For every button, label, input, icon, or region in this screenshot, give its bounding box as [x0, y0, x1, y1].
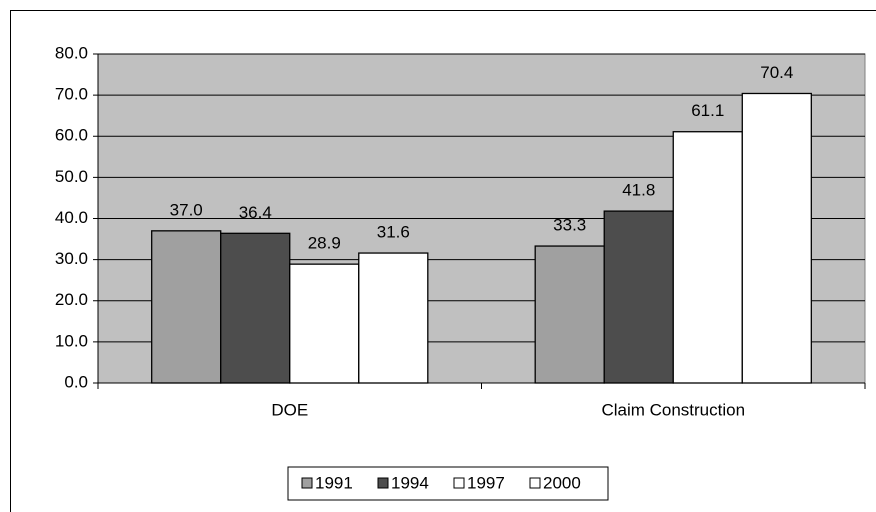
bar: [151, 230, 222, 384]
value-label: 37.0: [170, 200, 203, 219]
bar: [534, 245, 605, 384]
x-tick-label: Claim Construction: [601, 400, 745, 419]
y-tick-label: 20.0: [55, 290, 88, 309]
y-tick-label: 40.0: [55, 208, 88, 227]
bar: [220, 232, 291, 384]
legend-label: 2000: [543, 473, 581, 492]
legend-swatch: [529, 477, 541, 489]
value-label: 33.3: [553, 216, 586, 235]
value-label: 28.9: [308, 234, 341, 253]
y-tick-label: 80.0: [55, 43, 88, 62]
value-label: 70.4: [760, 63, 793, 82]
legend-label: 1991: [315, 473, 353, 492]
y-tick-label: 70.0: [55, 85, 88, 104]
y-tick-label: 0.0: [64, 372, 88, 391]
x-tick-label: DOE: [271, 400, 308, 419]
legend-label: 1994: [391, 473, 429, 492]
legend-swatch: [301, 477, 313, 489]
bar: [741, 92, 812, 384]
y-tick-label: 50.0: [55, 167, 88, 186]
legend-box: [287, 466, 609, 501]
y-tick-label: 30.0: [55, 249, 88, 268]
bar: [603, 210, 674, 384]
value-label: 61.1: [691, 101, 724, 120]
legend-label: 1997: [467, 473, 505, 492]
y-tick-label: 10.0: [55, 331, 88, 350]
bar: [672, 131, 743, 384]
legend-swatch: [453, 477, 465, 489]
bar: [358, 252, 429, 384]
legend-swatch: [377, 477, 389, 489]
value-label: 31.6: [377, 223, 410, 242]
value-label: 36.4: [239, 203, 272, 222]
y-tick-label: 60.0: [55, 126, 88, 145]
value-label: 41.8: [622, 181, 655, 200]
bar: [289, 263, 360, 384]
